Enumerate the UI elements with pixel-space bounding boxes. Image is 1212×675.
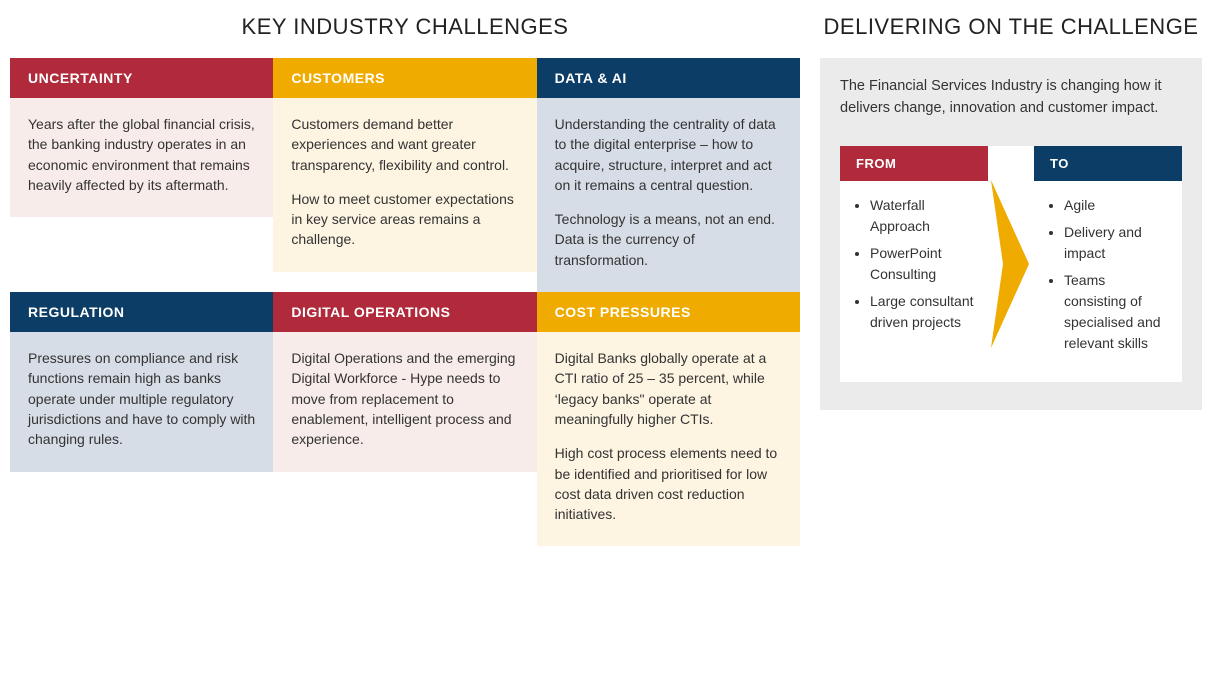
challenge-card-paragraph: High cost process elements need to be id… [555,443,782,524]
challenge-card-body: Customers demand better experiences and … [273,98,536,272]
challenge-card-paragraph: Technology is a means, not an end. Data … [555,209,782,270]
challenge-card-paragraph: How to meet customer expectations in key… [291,189,518,250]
challenge-card-header: DIGITAL OPERATIONS [273,292,536,332]
to-list: Agile Delivery and impact Teams consisting… [1046,195,1170,354]
challenge-card-paragraph: Digital Banks globally operate at a CTI … [555,348,782,429]
challenge-card-body: Understanding the centrality of data to … [537,98,800,292]
challenges-section: KEY INDUSTRY CHALLENGES UNCERTAINTY Years… [10,0,800,546]
to-list-item: Teams consisting of specialised and rele… [1064,270,1170,354]
challenge-card-header: REGULATION [10,292,273,332]
to-column: TO Agile Delivery and impact Teams consist… [1034,146,1182,382]
challenges-title: KEY INDUSTRY CHALLENGES [10,0,800,58]
challenge-card-paragraph: Understanding the centrality of data to … [555,114,782,195]
challenge-card-body: Years after the global financial crisis,… [10,98,273,217]
challenge-card-header: UNCERTAINTY [10,58,273,98]
from-to-wrapper: FROM Waterfall Approach PowerPoint Consul… [820,146,1202,410]
delivering-intro-text: The Financial Services Industry is chang… [840,78,1162,116]
to-list-item: Agile [1064,195,1170,216]
challenge-card: CUSTOMERS Customers demand better experie… [273,58,536,292]
from-column: FROM Waterfall Approach PowerPoint Consul… [840,146,988,382]
challenge-card: DATA & AI Understanding the centrality of… [537,58,800,292]
challenge-card: UNCERTAINTY Years after the global financ… [10,58,273,292]
from-list-item: Large consultant driven projects [870,291,976,333]
from-header: FROM [840,146,988,181]
challenge-card-header: DATA & AI [537,58,800,98]
delivering-title: DELIVERING ON THE CHALLENGE [820,0,1202,58]
from-list-item: Waterfall Approach [870,195,976,237]
page-root: KEY INDUSTRY CHALLENGES UNCERTAINTY Years… [0,0,1212,546]
challenge-card: DIGITAL OPERATIONS Digital Operations and… [273,292,536,546]
challenge-card: COST PRESSURES Digital Banks globally ope… [537,292,800,546]
challenge-card-paragraph: Years after the global financial crisis,… [28,114,255,195]
delivering-intro: The Financial Services Industry is chang… [820,58,1202,146]
challenge-card-body: Digital Operations and the emerging Digi… [273,332,536,471]
challenge-card-paragraph: Customers demand better experiences and … [291,114,518,175]
challenge-card-paragraph: Pressures on compliance and risk functio… [28,348,255,449]
from-list: Waterfall Approach PowerPoint Consulting L… [852,195,976,333]
from-list-item: PowerPoint Consulting [870,243,976,285]
arrow-wrapper [988,146,1034,382]
challenge-card-body: Pressures on compliance and risk functio… [10,332,273,471]
challenges-grid: UNCERTAINTY Years after the global financ… [10,58,800,546]
challenge-card-header: COST PRESSURES [537,292,800,332]
to-body: Agile Delivery and impact Teams consisting… [1034,181,1182,382]
challenge-card-body: Digital Banks globally operate at a CTI … [537,332,800,546]
to-list-item: Delivery and impact [1064,222,1170,264]
arrow-chevron-icon [989,174,1033,354]
delivering-section: DELIVERING ON THE CHALLENGE The Financia… [820,0,1202,546]
challenge-card-header: CUSTOMERS [273,58,536,98]
from-body: Waterfall Approach PowerPoint Consulting L… [840,181,988,361]
challenge-card-paragraph: Digital Operations and the emerging Digi… [291,348,518,449]
to-header: TO [1034,146,1182,181]
challenge-card: REGULATION Pressures on compliance and ri… [10,292,273,546]
